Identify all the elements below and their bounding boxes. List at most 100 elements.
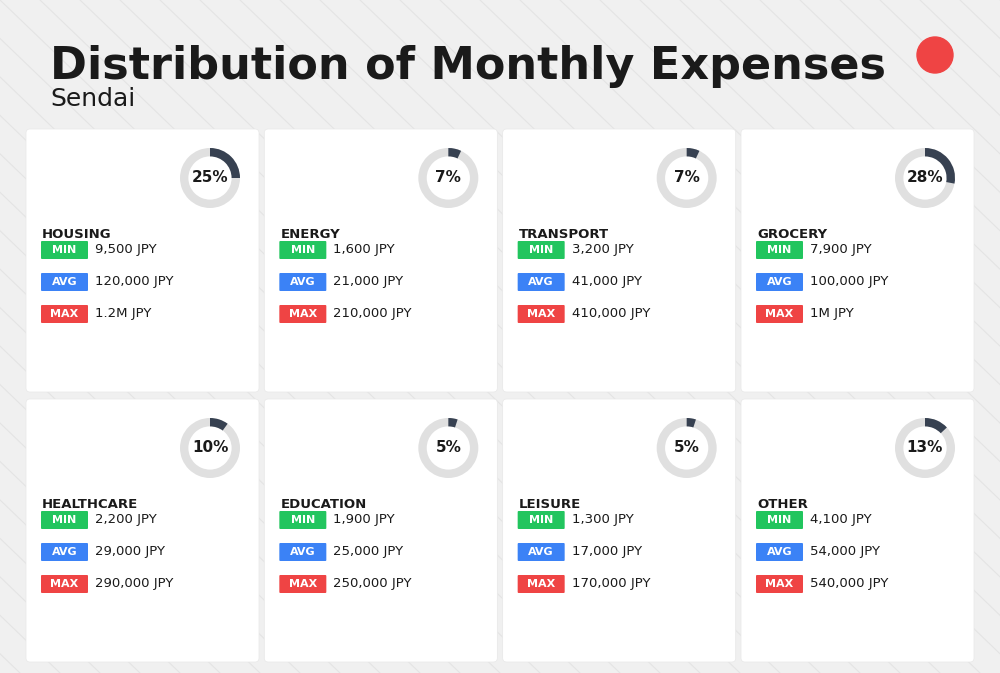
Text: HEALTHCARE: HEALTHCARE <box>42 498 138 511</box>
Text: AVG: AVG <box>52 277 77 287</box>
FancyBboxPatch shape <box>41 511 88 529</box>
Text: MIN: MIN <box>767 245 792 255</box>
FancyBboxPatch shape <box>41 543 88 561</box>
Text: 1.2M JPY: 1.2M JPY <box>95 308 151 320</box>
FancyBboxPatch shape <box>279 241 326 259</box>
Text: AVG: AVG <box>52 547 77 557</box>
Text: 250,000 JPY: 250,000 JPY <box>333 577 412 590</box>
Text: AVG: AVG <box>528 277 554 287</box>
FancyBboxPatch shape <box>518 305 565 323</box>
Wedge shape <box>448 418 458 427</box>
Wedge shape <box>180 418 240 478</box>
FancyBboxPatch shape <box>26 399 259 662</box>
Text: MAX: MAX <box>527 309 555 319</box>
Text: Distribution of Monthly Expenses: Distribution of Monthly Expenses <box>50 45 886 88</box>
Text: MAX: MAX <box>50 579 79 589</box>
Text: 29,000 JPY: 29,000 JPY <box>95 546 165 559</box>
Text: LEISURE: LEISURE <box>519 498 581 511</box>
FancyBboxPatch shape <box>756 305 803 323</box>
Text: 1,900 JPY: 1,900 JPY <box>333 513 395 526</box>
FancyBboxPatch shape <box>756 273 803 291</box>
Text: 13%: 13% <box>907 441 943 456</box>
Text: MIN: MIN <box>52 245 77 255</box>
FancyBboxPatch shape <box>518 511 565 529</box>
Wedge shape <box>687 418 696 427</box>
FancyBboxPatch shape <box>518 575 565 593</box>
FancyBboxPatch shape <box>279 575 326 593</box>
Wedge shape <box>210 148 240 178</box>
Wedge shape <box>925 418 947 433</box>
Text: MIN: MIN <box>529 245 553 255</box>
Text: GROCERY: GROCERY <box>757 228 827 241</box>
Text: 54,000 JPY: 54,000 JPY <box>810 546 880 559</box>
FancyBboxPatch shape <box>41 575 88 593</box>
Text: HOUSING: HOUSING <box>42 228 112 241</box>
Text: MIN: MIN <box>52 515 77 525</box>
Text: 7,900 JPY: 7,900 JPY <box>810 244 872 256</box>
Text: MAX: MAX <box>765 579 794 589</box>
Text: 41,000 JPY: 41,000 JPY <box>572 275 642 289</box>
Text: 100,000 JPY: 100,000 JPY <box>810 275 888 289</box>
FancyBboxPatch shape <box>279 305 326 323</box>
Text: 25%: 25% <box>192 170 228 186</box>
FancyBboxPatch shape <box>756 241 803 259</box>
Wedge shape <box>687 148 699 158</box>
Text: 3,200 JPY: 3,200 JPY <box>572 244 633 256</box>
Wedge shape <box>895 148 955 208</box>
Wedge shape <box>895 418 955 478</box>
FancyBboxPatch shape <box>41 305 88 323</box>
Text: ENERGY: ENERGY <box>280 228 340 241</box>
FancyBboxPatch shape <box>756 575 803 593</box>
Wedge shape <box>657 418 717 478</box>
Text: 1,300 JPY: 1,300 JPY <box>572 513 633 526</box>
Text: MIN: MIN <box>767 515 792 525</box>
Text: 540,000 JPY: 540,000 JPY <box>810 577 888 590</box>
Text: 17,000 JPY: 17,000 JPY <box>572 546 642 559</box>
FancyBboxPatch shape <box>756 543 803 561</box>
Text: MAX: MAX <box>765 309 794 319</box>
Text: 4,100 JPY: 4,100 JPY <box>810 513 872 526</box>
FancyBboxPatch shape <box>264 129 497 392</box>
FancyBboxPatch shape <box>41 241 88 259</box>
Text: 9,500 JPY: 9,500 JPY <box>95 244 157 256</box>
Circle shape <box>917 37 953 73</box>
FancyBboxPatch shape <box>756 511 803 529</box>
FancyBboxPatch shape <box>264 399 497 662</box>
Text: MAX: MAX <box>527 579 555 589</box>
FancyBboxPatch shape <box>279 543 326 561</box>
FancyBboxPatch shape <box>503 129 736 392</box>
Text: OTHER: OTHER <box>757 498 808 511</box>
FancyBboxPatch shape <box>279 273 326 291</box>
Text: 410,000 JPY: 410,000 JPY <box>572 308 650 320</box>
Text: MIN: MIN <box>291 245 315 255</box>
Text: 25,000 JPY: 25,000 JPY <box>333 546 403 559</box>
Text: MAX: MAX <box>50 309 79 319</box>
FancyBboxPatch shape <box>26 129 259 392</box>
Text: 1,600 JPY: 1,600 JPY <box>333 244 395 256</box>
Text: AVG: AVG <box>290 277 316 287</box>
FancyBboxPatch shape <box>741 399 974 662</box>
Text: AVG: AVG <box>528 547 554 557</box>
Text: MIN: MIN <box>291 515 315 525</box>
Text: MAX: MAX <box>289 579 317 589</box>
Wedge shape <box>180 148 240 208</box>
Text: Sendai: Sendai <box>50 87 135 111</box>
Text: 170,000 JPY: 170,000 JPY <box>572 577 650 590</box>
FancyBboxPatch shape <box>518 543 565 561</box>
FancyBboxPatch shape <box>518 241 565 259</box>
Wedge shape <box>418 418 478 478</box>
Text: MAX: MAX <box>289 309 317 319</box>
Text: 21,000 JPY: 21,000 JPY <box>333 275 403 289</box>
FancyBboxPatch shape <box>279 511 326 529</box>
Text: 5%: 5% <box>674 441 700 456</box>
Text: 2,200 JPY: 2,200 JPY <box>95 513 157 526</box>
Text: MIN: MIN <box>529 515 553 525</box>
Text: EDUCATION: EDUCATION <box>280 498 367 511</box>
Text: 7%: 7% <box>435 170 461 186</box>
Text: 10%: 10% <box>192 441 228 456</box>
Text: AVG: AVG <box>767 547 792 557</box>
Wedge shape <box>210 418 228 431</box>
Text: 1M JPY: 1M JPY <box>810 308 854 320</box>
FancyBboxPatch shape <box>518 273 565 291</box>
Text: 210,000 JPY: 210,000 JPY <box>333 308 412 320</box>
